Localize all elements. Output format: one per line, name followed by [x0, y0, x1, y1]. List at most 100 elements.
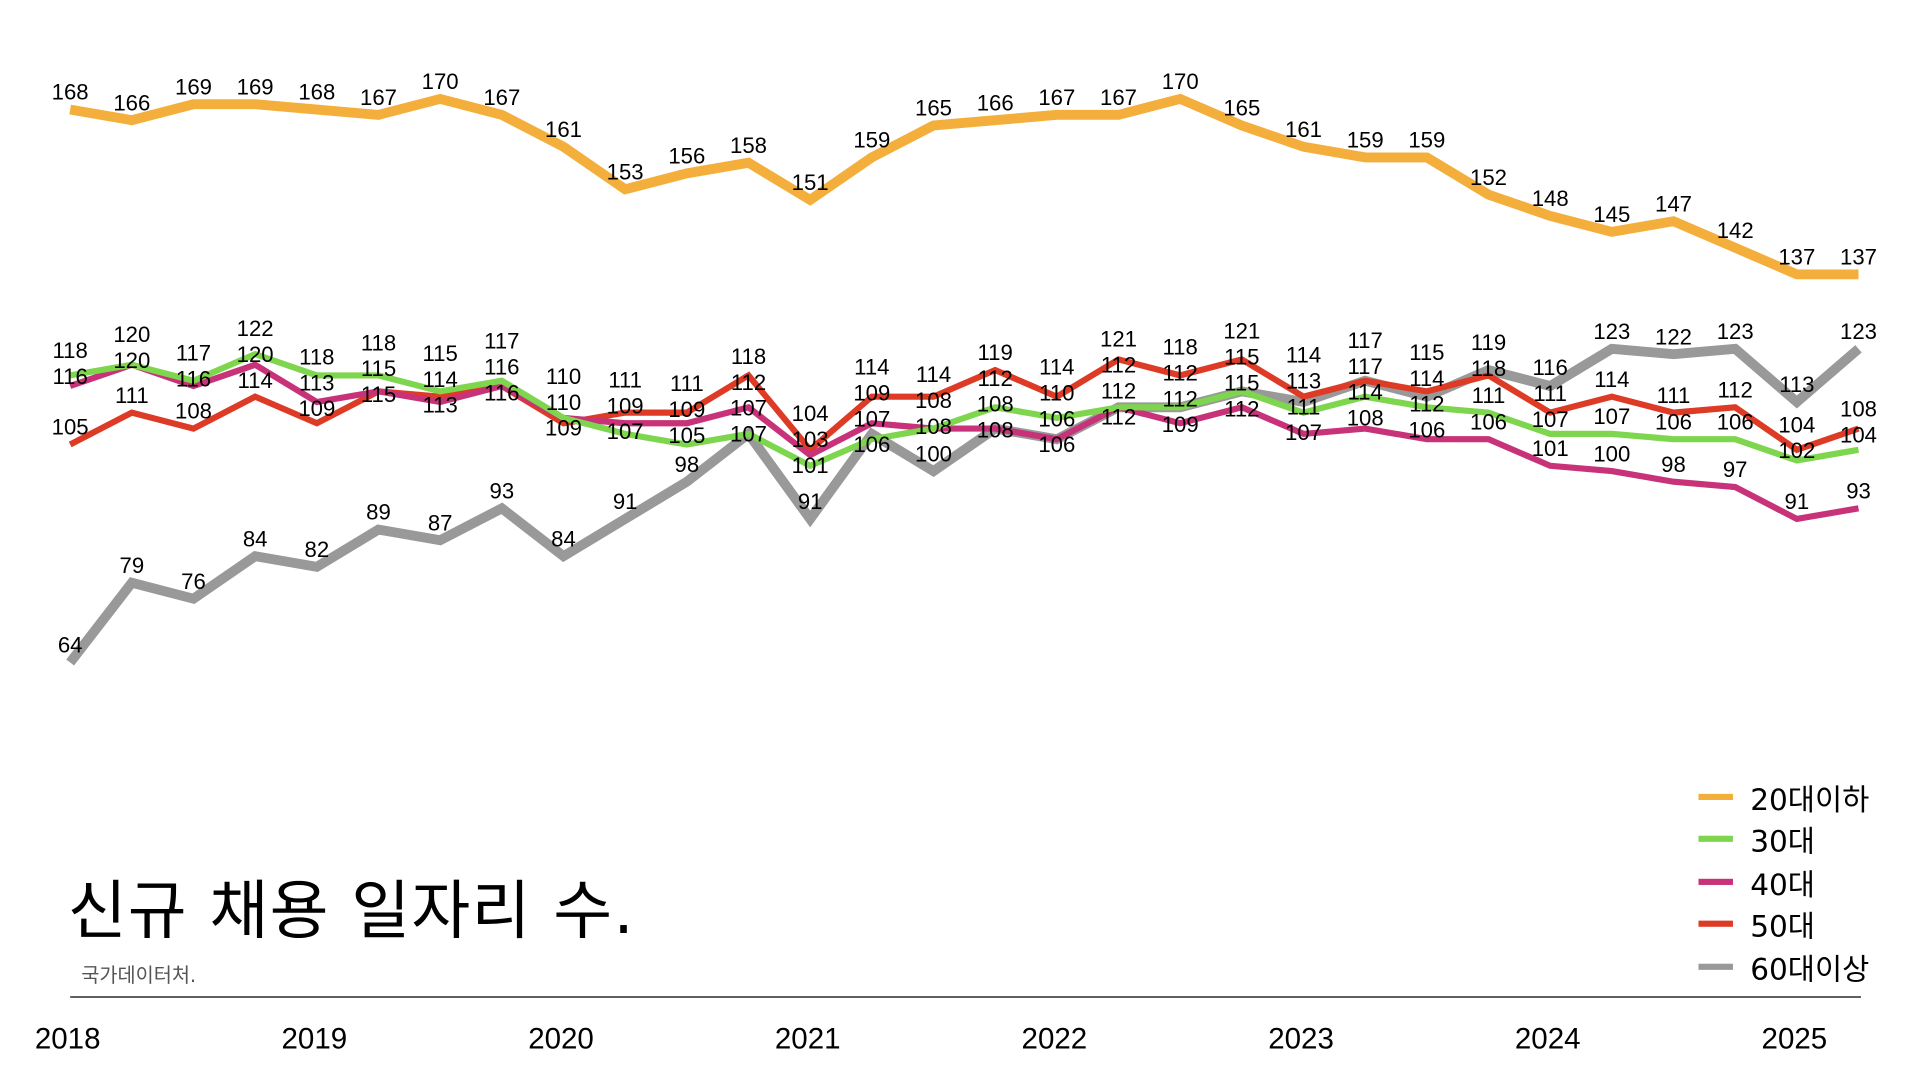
data-label: 118 — [1163, 335, 1198, 360]
data-label: 82 — [305, 537, 330, 562]
data-label: 145 — [1593, 202, 1630, 227]
data-label: 108 — [1347, 406, 1384, 431]
data-label: 118 — [1471, 356, 1506, 381]
data-label: 114 — [423, 367, 458, 392]
data-label: 107 — [730, 396, 767, 421]
data-label: 111 — [1287, 394, 1321, 419]
data-label: 64 — [58, 633, 83, 658]
data-label: 115 — [423, 341, 458, 366]
legend-item: 40대 — [1698, 860, 1870, 902]
data-label: 112 — [1163, 361, 1198, 386]
data-label: 156 — [668, 143, 705, 168]
x-tick-label: 2019 — [282, 1023, 348, 1056]
data-label: 122 — [1655, 324, 1692, 349]
data-label: 116 — [484, 380, 519, 405]
data-label: 84 — [243, 526, 268, 551]
legend-swatch — [1698, 878, 1733, 885]
series-line-60대이상 — [66, 343, 1862, 666]
data-label: 108 — [977, 392, 1014, 417]
data-label: 111 — [670, 371, 704, 396]
data-label: 105 — [52, 415, 89, 440]
data-label: 91 — [1785, 489, 1810, 514]
data-label: 119 — [1471, 330, 1506, 355]
data-label: 117 — [1348, 328, 1383, 353]
data-label: 167 — [1038, 85, 1075, 110]
data-label: 147 — [1655, 191, 1692, 216]
data-label: 111 — [115, 383, 149, 408]
legend-item: 60대이상 — [1698, 945, 1869, 987]
data-label: 120 — [113, 348, 150, 373]
data-label: 168 — [298, 80, 335, 105]
data-label: 112 — [1409, 392, 1444, 417]
data-label: 142 — [1717, 218, 1754, 243]
legend-swatch — [1698, 920, 1733, 928]
data-label: 104 — [1778, 412, 1815, 437]
data-label: 102 — [1778, 438, 1815, 463]
data-label: 117 — [176, 341, 211, 366]
data-label: 112 — [1224, 396, 1259, 421]
legend-swatch — [1698, 793, 1733, 800]
data-label: 152 — [1470, 165, 1507, 190]
data-label: 117 — [1348, 354, 1383, 379]
data-label: 108 — [175, 399, 212, 424]
data-label: 113 — [1779, 372, 1814, 397]
data-label: 117 — [484, 329, 519, 354]
data-label: 93 — [1846, 478, 1871, 503]
data-label: 109 — [607, 393, 644, 418]
data-label: 100 — [915, 441, 952, 466]
data-label: 169 — [175, 74, 212, 99]
data-label: 168 — [52, 80, 89, 105]
data-label: 112 — [978, 366, 1013, 391]
data-label: 109 — [668, 397, 705, 422]
legend-label: 40대 — [1750, 867, 1815, 902]
legend-item: 20대이하 — [1698, 775, 1869, 817]
data-label: 79 — [120, 553, 145, 578]
data-label: 115 — [1224, 345, 1259, 370]
data-label: 116 — [176, 366, 211, 391]
data-label: 112 — [731, 370, 766, 395]
x-tick-label: 2023 — [1268, 1023, 1334, 1056]
legend-label: 30대 — [1750, 824, 1815, 860]
data-label: 114 — [916, 362, 951, 387]
data-label: 101 — [1532, 436, 1569, 461]
x-tick-label: 2024 — [1515, 1023, 1581, 1056]
series-line-30대 — [69, 350, 1860, 470]
data-label: 108 — [977, 418, 1014, 443]
data-label: 87 — [428, 510, 453, 535]
data-label: 91 — [798, 489, 823, 514]
data-label: 161 — [545, 117, 582, 142]
data-label: 116 — [484, 354, 519, 379]
data-label: 119 — [978, 340, 1013, 365]
data-label: 165 — [1223, 96, 1260, 121]
data-label: 104 — [1840, 422, 1877, 447]
series-line-40대 — [69, 361, 1860, 523]
chart-source: 국가데이터처. — [81, 963, 197, 988]
data-label: 112 — [1101, 404, 1136, 429]
data-label: 106 — [1038, 406, 1075, 431]
x-tick-label: 2025 — [1762, 1023, 1828, 1056]
data-label: 123 — [1840, 319, 1877, 344]
data-label: 91 — [613, 489, 638, 514]
data-label: 106 — [853, 432, 890, 457]
data-label: 114 — [854, 355, 889, 380]
data-label: 111 — [1657, 383, 1691, 408]
data-label: 114 — [1594, 367, 1629, 392]
data-label: 114 — [1409, 366, 1444, 391]
data-label: 115 — [361, 382, 396, 407]
data-label: 112 — [1718, 377, 1753, 402]
data-label: 123 — [1593, 319, 1630, 344]
data-label: 114 — [238, 368, 273, 393]
data-label: 108 — [915, 414, 952, 439]
data-label: 118 — [361, 330, 396, 355]
data-label: 106 — [1470, 409, 1507, 434]
data-label: 76 — [181, 569, 206, 594]
data-label: 113 — [423, 393, 458, 418]
data-label: 137 — [1840, 245, 1877, 270]
data-label: 106 — [1408, 418, 1445, 443]
data-label: 110 — [1039, 380, 1074, 405]
data-label: 112 — [1101, 353, 1136, 378]
x-tick-label: 2022 — [1022, 1023, 1088, 1056]
data-label: 107 — [607, 419, 644, 444]
data-label: 123 — [1717, 319, 1754, 344]
